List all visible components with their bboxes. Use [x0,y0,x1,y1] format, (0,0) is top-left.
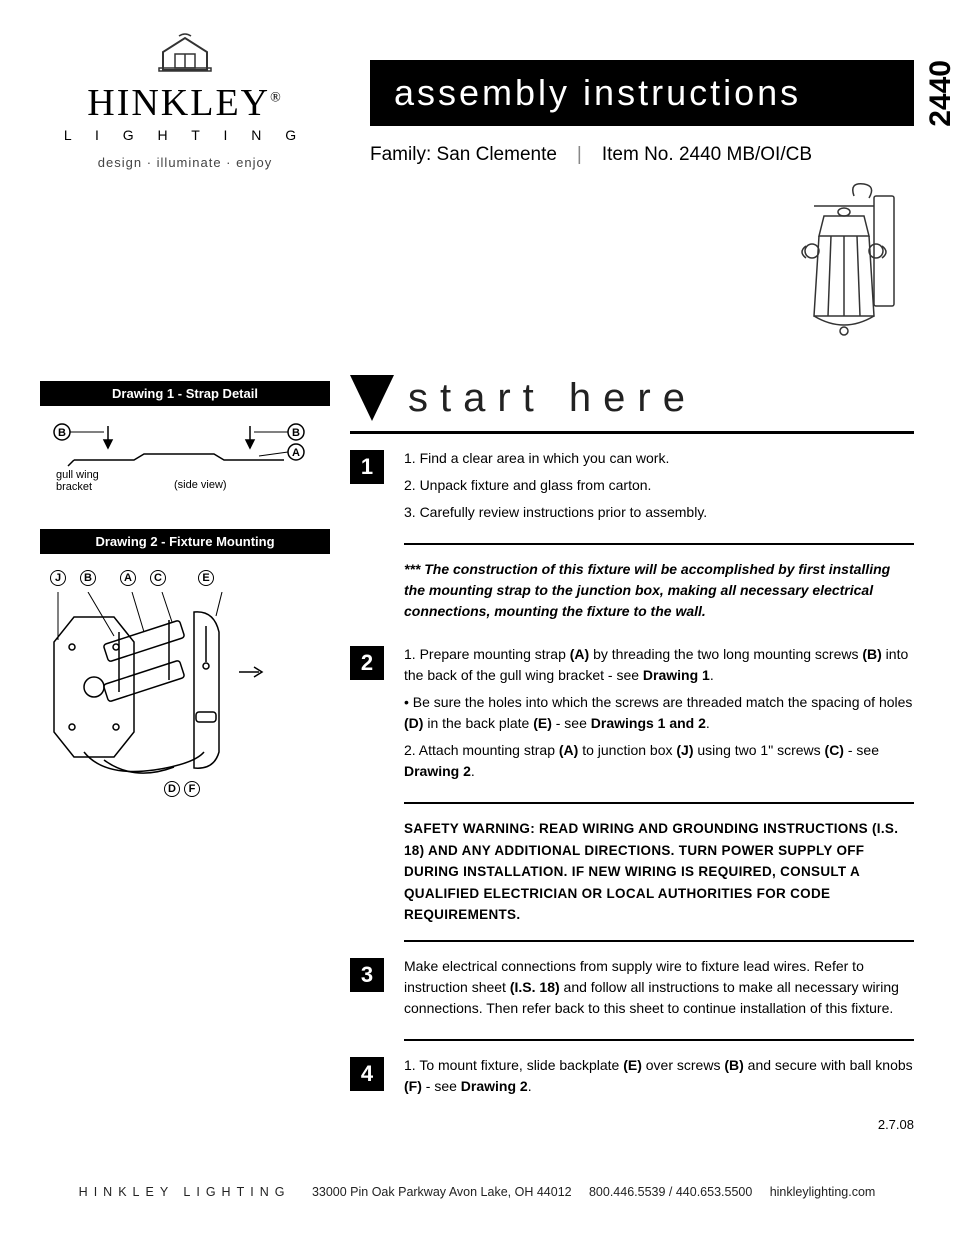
model-number-vertical: 2440 [924,60,954,127]
page-footer: HINKLEY LIGHTING 33000 Pin Oak Parkway A… [0,1185,954,1199]
arrow-down-icon [350,375,394,421]
svg-text:B: B [292,427,300,439]
svg-text:B: B [58,427,66,439]
meta-separator: | [577,144,582,166]
drawing-2: Drawing 2 - Fixture Mounting J B A C E [40,529,330,807]
divider [404,543,914,545]
brand-tagline: design · illuminate · enjoy [40,155,330,170]
svg-text:bracket: bracket [56,481,92,493]
step-4: 4 1. To mount fixture, slide backplate (… [404,1055,914,1103]
construction-note: *** The construction of this fixture wil… [404,559,914,622]
brand-name: HINKLEY® [40,81,330,125]
divider [404,1039,914,1041]
svg-text:A: A [292,447,300,459]
drawing-1: Drawing 1 - Strap Detail B B A [40,381,330,511]
safety-warning: SAFETY WARNING: READ WIRING AND GROUNDIN… [404,818,914,926]
brand-logo-block: HINKLEY® L I G H T I N G design · illumi… [40,30,330,351]
brand-subtitle: L I G H T I N G [40,127,330,143]
step-3: 3 Make electrical connections from suppl… [404,956,914,1025]
divider [404,802,914,804]
step-1: 1 1. Find a clear area in which you can … [404,448,914,529]
svg-text:(side view): (side view) [174,479,227,491]
divider [404,940,914,942]
start-here-heading: start here [350,375,914,421]
divider [350,431,914,434]
product-meta: Family: San Clemente | Item No. 2440 MB/… [370,144,914,166]
step-2: 2 1. Prepare mounting strap (A) by threa… [404,644,914,788]
product-line-art [370,176,914,351]
page-title-bar: assembly instructions [370,60,914,126]
svg-text:gull wing: gull wing [56,469,99,481]
page-title: assembly instructions [394,72,801,114]
logo-icon [155,30,215,72]
revision-date: 2.7.08 [404,1117,914,1132]
